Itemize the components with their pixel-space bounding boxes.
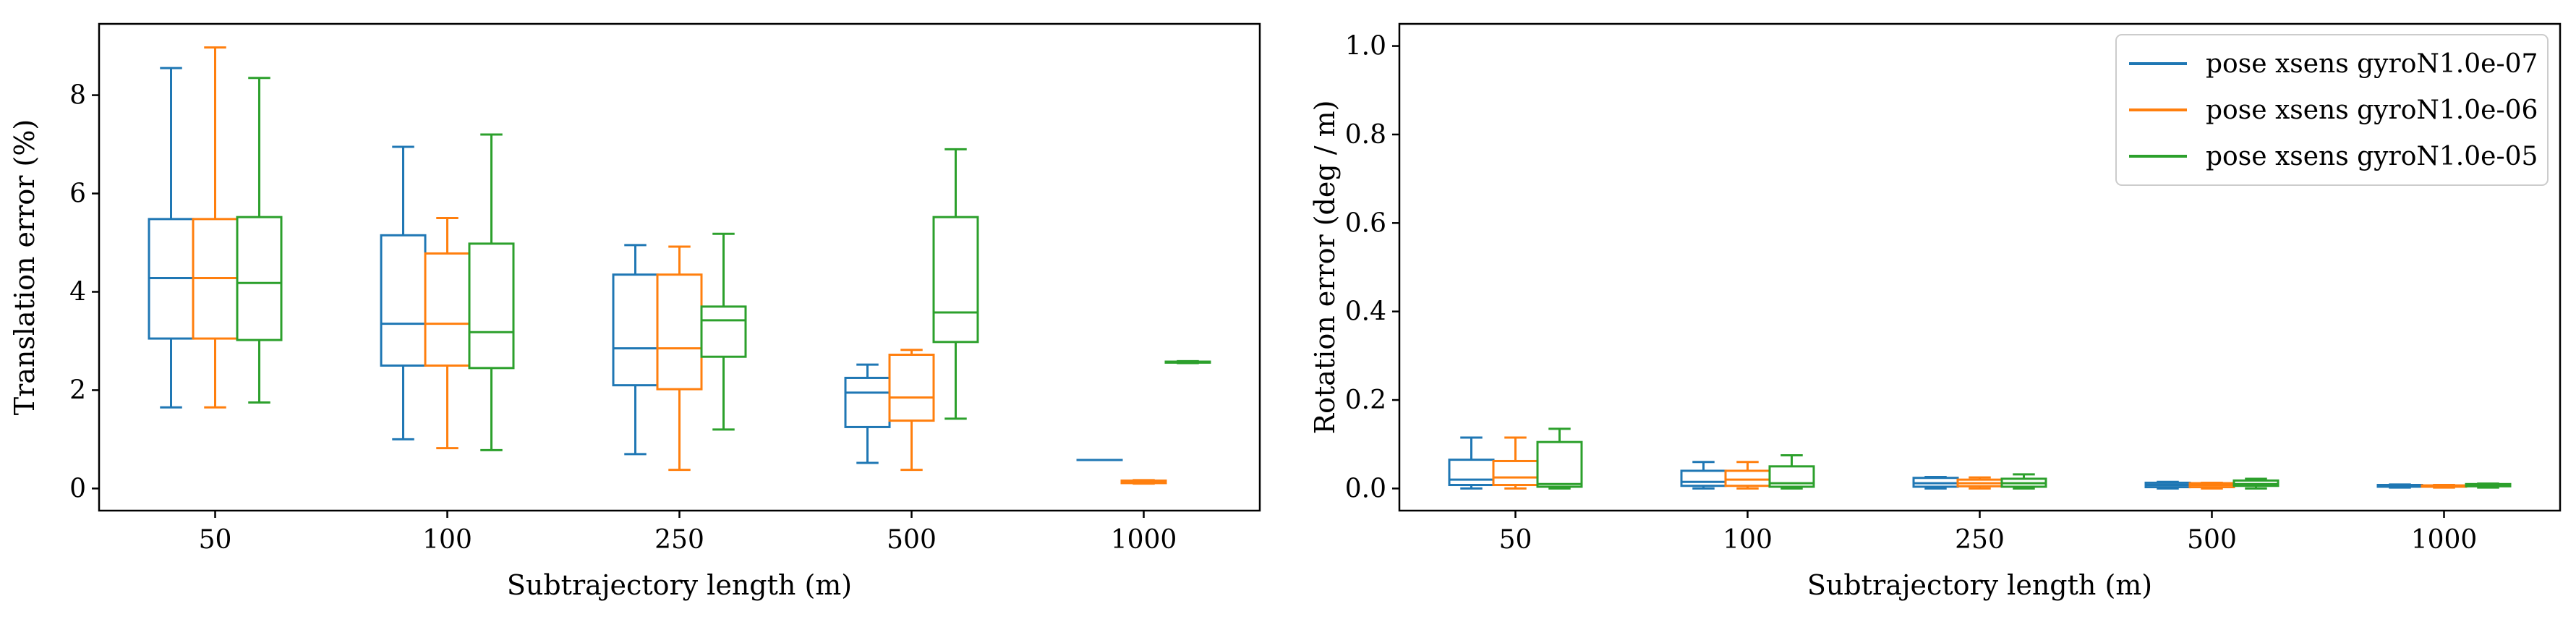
box-50-series-1 — [1448, 436, 1495, 490]
box-500-series-3 — [932, 148, 979, 420]
box-1000-series-3 — [2465, 482, 2512, 489]
box-250-series-3 — [2000, 473, 2047, 490]
x-tick-label: 250 — [654, 525, 704, 555]
box-50-series-1 — [148, 67, 195, 409]
series-1-boxes — [148, 67, 1123, 464]
x-tick-label: 100 — [422, 525, 472, 555]
x-tick-label: 500 — [887, 525, 937, 555]
x-tick-label: 500 — [2187, 525, 2237, 555]
box-50-series-2 — [192, 46, 239, 409]
box-1000-series-2 — [1120, 479, 1167, 485]
x-tick-label: 1000 — [2411, 525, 2478, 555]
box-500-series-1 — [844, 363, 891, 464]
y-tick-label: 0.8 — [1345, 120, 1386, 150]
box-500-series-2 — [2188, 481, 2235, 490]
x-tick-label: 50 — [1499, 525, 1532, 555]
x-tick-label: 100 — [1723, 525, 1773, 555]
box-500-series-1 — [2144, 480, 2191, 490]
box-iqr — [1724, 469, 1771, 487]
series-2-boxes — [192, 46, 1167, 485]
box-500-series-2 — [888, 349, 935, 472]
y-tick-label: 1.0 — [1345, 32, 1386, 61]
box-1000-series-3 — [1164, 359, 1211, 365]
x-tick-label: 1000 — [1111, 525, 1177, 555]
box-iqr — [612, 273, 659, 387]
box-iqr — [1680, 469, 1727, 487]
y-tick-label: 2 — [69, 375, 86, 405]
box-iqr — [932, 216, 979, 344]
box-iqr — [468, 242, 515, 370]
box-iqr — [380, 234, 427, 367]
box-100-series-2 — [1724, 461, 1771, 490]
legend-label-2: pose xsens gyroN1.0e-06 — [2206, 95, 2538, 125]
legend-frame — [2115, 34, 2549, 186]
series-2-boxes — [1492, 436, 2468, 490]
box-50-series-3 — [1536, 427, 1583, 490]
box-iqr — [1448, 459, 1495, 487]
x-axis-label: Subtrajectory length (m) — [1807, 569, 2152, 601]
y-tick-label: 0.6 — [1345, 208, 1386, 238]
box-iqr — [424, 252, 471, 367]
y-tick-label: 0 — [69, 474, 86, 503]
x-axis-label: Subtrajectory length (m) — [507, 569, 852, 601]
box-100-series-2 — [424, 217, 471, 450]
box-iqr — [1492, 459, 1539, 487]
y-axis-label: Translation error (%) — [9, 119, 40, 416]
series-3-boxes — [1536, 427, 2512, 490]
y-tick-label: 6 — [69, 179, 86, 209]
y-tick-label: 0.4 — [1345, 297, 1386, 327]
box-250-series-1 — [1912, 476, 1959, 490]
box-100-series-1 — [1680, 461, 1727, 490]
box-1000-series-2 — [2421, 484, 2468, 489]
y-tick-label: 0.2 — [1345, 385, 1386, 415]
box-iqr — [236, 216, 283, 341]
box-iqr — [700, 305, 747, 358]
x-tick-label: 250 — [1955, 525, 2005, 555]
y-tick-label: 8 — [69, 81, 86, 111]
box-250-series-2 — [656, 245, 703, 472]
panel-1: 0 2 4 6 8 50 100 250 500 1000 Subtrajectory length… — [9, 22, 1261, 601]
y-tick-label: 0.0 — [1345, 474, 1386, 503]
legend-label-3: pose xsens gyroN1.0e-05 — [2206, 142, 2538, 171]
y-tick-label: 4 — [69, 277, 86, 307]
box-100-series-3 — [1768, 454, 1815, 490]
box-iqr — [1768, 465, 1815, 488]
legend-label-1: pose xsens gyroN1.0e-07 — [2206, 49, 2538, 79]
box-100-series-3 — [468, 133, 515, 451]
box-iqr — [888, 354, 935, 422]
box-250-series-2 — [1956, 476, 2003, 490]
box-50-series-3 — [236, 77, 283, 404]
panel-2: 0.0 0.2 0.4 0.6 0.8 1.0 50 100 250 500 1000 Subtraj… — [1309, 22, 2562, 601]
box-iqr — [656, 273, 703, 391]
box-iqr — [1536, 440, 1583, 488]
box-250-series-3 — [700, 232, 747, 431]
box-50-series-2 — [1492, 436, 1539, 490]
box-250-series-1 — [612, 244, 659, 456]
legend: pose xsens gyroN1.0e-07 pose xsens gyroN1… — [2115, 34, 2549, 186]
box-100-series-1 — [380, 145, 427, 440]
x-tick-label: 50 — [199, 525, 232, 555]
box-500-series-3 — [2232, 477, 2279, 490]
series-3-boxes — [236, 77, 1211, 451]
box-1000-series-1 — [2376, 483, 2423, 489]
box-iqr — [844, 376, 891, 428]
y-axis-label: Rotation error (deg / m) — [1309, 101, 1341, 435]
